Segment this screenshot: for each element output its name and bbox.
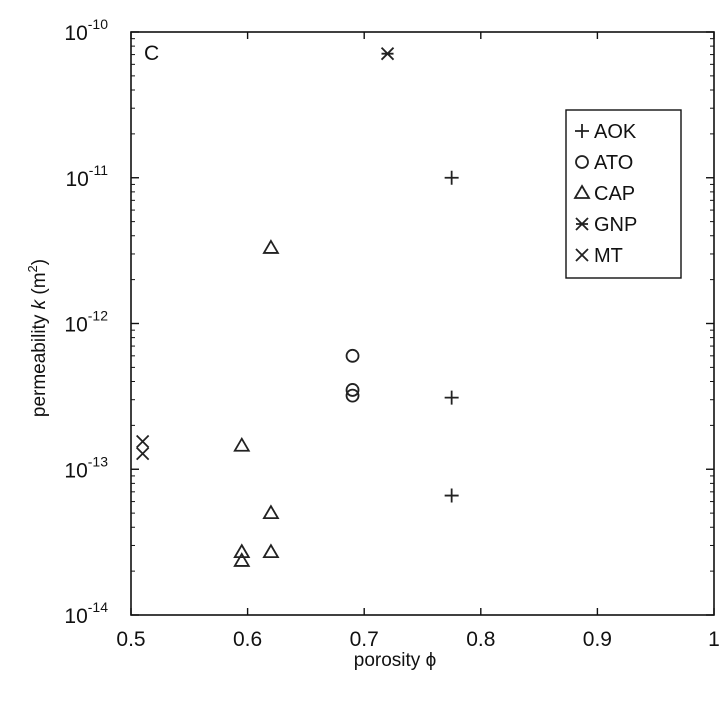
point-aok (444, 488, 459, 503)
y-tick-label: 10-11 (65, 162, 108, 191)
y-axis-title-sup: 2 (25, 265, 40, 272)
data-points (136, 47, 459, 567)
legend-label-ato: ATO (594, 152, 633, 174)
y-tick-exponent: -14 (88, 599, 108, 615)
legend-label-aok: AOK (594, 121, 637, 143)
y-tick-label: 10-10 (64, 16, 108, 45)
y-tick-base: 10 (65, 168, 88, 191)
legend-marker-cap (573, 184, 591, 199)
point-cap (262, 504, 280, 520)
y-axis-title-part: permeability (29, 309, 50, 417)
legend: AOK ATO CAP GNP MT (565, 109, 682, 279)
point-mt (136, 446, 150, 461)
point-cap (233, 543, 251, 559)
y-tick-base: 10 (64, 22, 87, 45)
x-axis-title: porosity ϕ (354, 650, 436, 671)
point-ato (345, 348, 360, 363)
point-cap (233, 436, 251, 452)
y-tick-exponent: -11 (89, 162, 108, 178)
point-ato (345, 383, 360, 397)
y-tick-exponent: -10 (88, 16, 108, 32)
x-tick-label: 0.6 (233, 628, 262, 651)
legend-marker-ato (575, 155, 589, 169)
x-tick-label: 0.8 (466, 628, 495, 651)
y-tick-label: 10-12 (64, 308, 108, 337)
legend-box (565, 109, 682, 279)
point-aok (444, 390, 459, 405)
point-gnp (380, 47, 395, 61)
y-tick-label: 10-14 (64, 599, 108, 628)
x-tick-label: 0.9 (583, 628, 612, 651)
y-tick-base: 10 (64, 459, 87, 482)
y-tick-exponent: -13 (88, 453, 108, 469)
point-mt (136, 434, 150, 449)
y-tick-base: 10 (64, 314, 87, 337)
y-axis-title: permeability k (m2) (25, 259, 50, 417)
legend-label-cap: CAP (594, 183, 635, 205)
y-axis-title-unit: (m (29, 272, 50, 299)
y-tick-label: 10-13 (64, 453, 108, 482)
y-tick-exponent: -12 (88, 308, 108, 324)
point-cap (262, 543, 280, 559)
y-axis-title-close: ) (29, 259, 50, 265)
x-tick-labels: 0.5 0.6 0.7 0.8 0.9 1 (116, 628, 719, 651)
point-cap (262, 239, 280, 254)
axis-ticks (130, 31, 715, 616)
point-ato (345, 388, 360, 403)
legend-label-mt: MT (594, 245, 623, 267)
y-tick-base: 10 (64, 605, 87, 628)
legend-marker-aok (575, 124, 589, 138)
x-tick-label: 0.7 (350, 628, 379, 651)
legend-marker-gnp (575, 217, 589, 231)
point-aok (444, 170, 459, 185)
legend-label-gnp: GNP (594, 214, 637, 236)
x-tick-label: 1 (708, 628, 720, 651)
x-tick-label: 0.5 (116, 628, 145, 651)
legend-marker-mt (575, 248, 589, 262)
y-axis-title-var: k (29, 298, 50, 309)
panel-label: C (144, 42, 159, 65)
point-cap (233, 552, 251, 567)
